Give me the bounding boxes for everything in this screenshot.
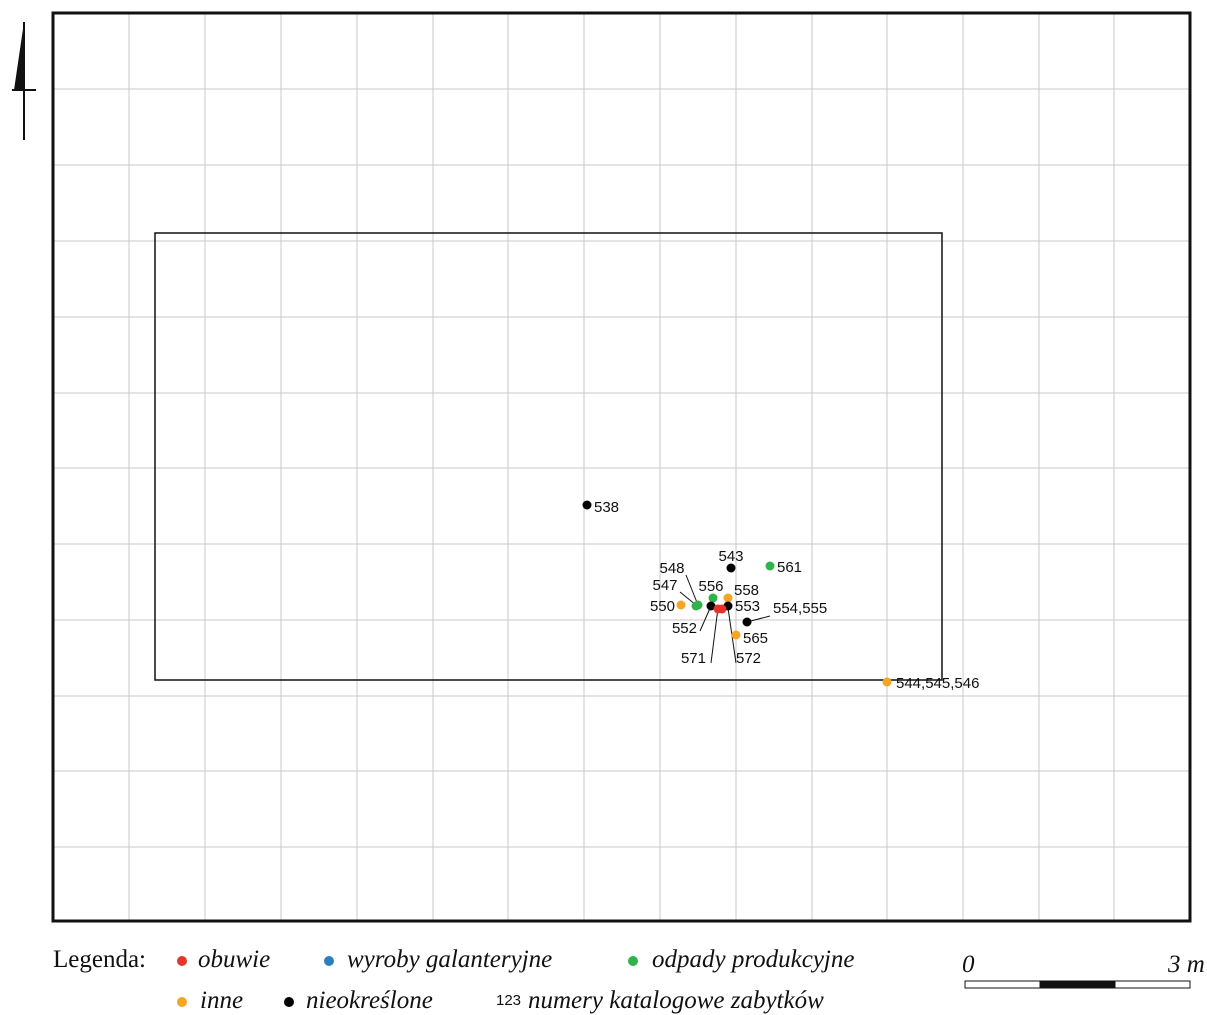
legend-marker-odpady-produkcyjne [628, 956, 638, 966]
find-label: 553 [735, 598, 760, 615]
scale-start-label: 0 [962, 951, 975, 978]
legend-marker-wyroby-galanteryjne [324, 956, 334, 966]
find-label: 543 [718, 548, 743, 565]
find-marker [708, 593, 718, 603]
legend-marker-nieokreslone [284, 997, 294, 1007]
find-label: 550 [650, 598, 675, 615]
scale-bar: 0 3 m [962, 951, 1205, 989]
find-label: 538 [594, 499, 619, 516]
find-label: 554,555 [773, 600, 827, 617]
trench-outline [154, 232, 943, 681]
legend-label-nieokreslone: nieokreślone [306, 987, 433, 1014]
scale-segment-2 [1039, 980, 1116, 989]
find-marker [765, 561, 775, 571]
find-label: 558 [734, 582, 759, 599]
find-label: 561 [777, 559, 802, 576]
legend-label-obuwie: obuwie [198, 946, 270, 973]
legend: Legenda: obuwie wyroby galanteryjne odpa… [53, 946, 854, 1014]
legend-catalog-label: numery katalogowe zabytków [528, 987, 824, 1014]
find-marker [717, 604, 727, 614]
find-label: 547 [652, 577, 677, 594]
legend-marker-obuwie [177, 956, 187, 966]
find-label: 544,545,546 [896, 675, 979, 692]
scale-segment-3 [1114, 980, 1191, 989]
map-frame [51, 11, 1192, 923]
find-marker [723, 593, 733, 603]
find-label: 548 [659, 560, 684, 577]
scale-end-label: 3 m [1167, 951, 1205, 978]
find-marker [676, 600, 686, 610]
find-label: 571 [681, 650, 706, 667]
find-marker [731, 630, 741, 640]
north-arrow-icon [12, 22, 36, 140]
scale-segment-1 [964, 980, 1041, 989]
find-marker [582, 500, 592, 510]
grid [53, 13, 1190, 921]
legend-marker-inne [177, 997, 187, 1007]
legend-catalog-sample: 123 [496, 992, 521, 1009]
find-marker [882, 677, 892, 687]
find-label: 552 [672, 620, 697, 637]
legend-title: Legenda: [53, 946, 146, 973]
find-marker [706, 601, 716, 611]
find-label: 572 [736, 650, 761, 667]
find-marker [726, 563, 736, 573]
legend-label-wyroby-galanteryjne: wyroby galanteryjne [347, 946, 552, 973]
find-label: 565 [743, 630, 768, 647]
legend-label-inne: inne [200, 987, 243, 1014]
legend-label-odpady-produkcyjne: odpady produkcyjne [652, 946, 854, 973]
find-marker [691, 601, 701, 611]
find-marker [742, 617, 752, 627]
find-label: 556 [698, 578, 723, 595]
